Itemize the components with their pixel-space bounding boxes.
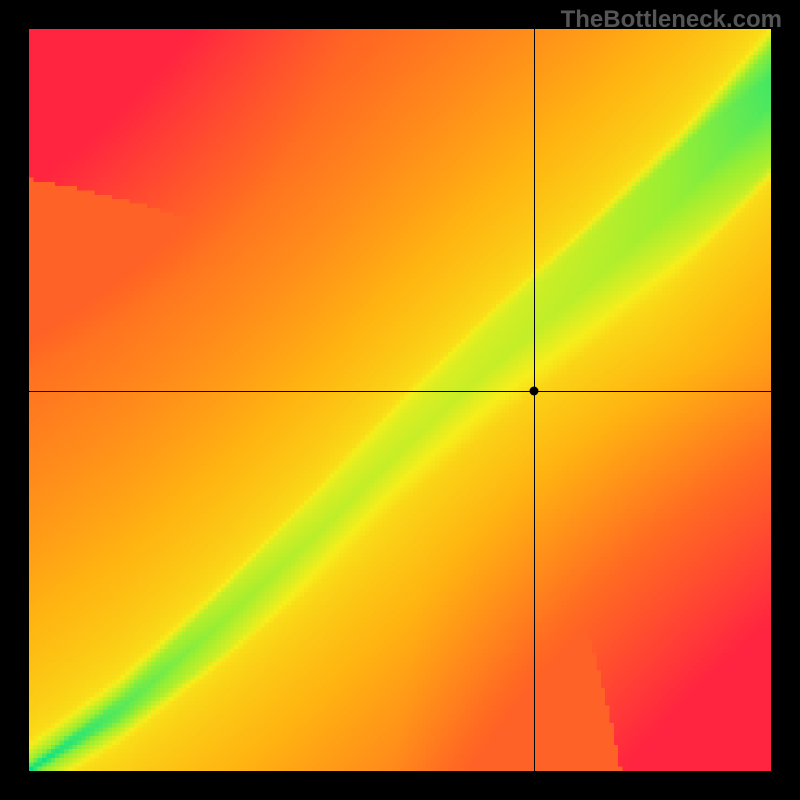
- plot-area: [29, 29, 771, 771]
- watermark-text: TheBottleneck.com: [561, 6, 782, 34]
- crosshair-horizontal: [29, 391, 771, 392]
- chart-container: TheBottleneck.com: [0, 0, 800, 800]
- crosshair-marker[interactable]: [529, 387, 538, 396]
- heatmap-canvas: [29, 29, 771, 771]
- crosshair-vertical: [534, 29, 535, 771]
